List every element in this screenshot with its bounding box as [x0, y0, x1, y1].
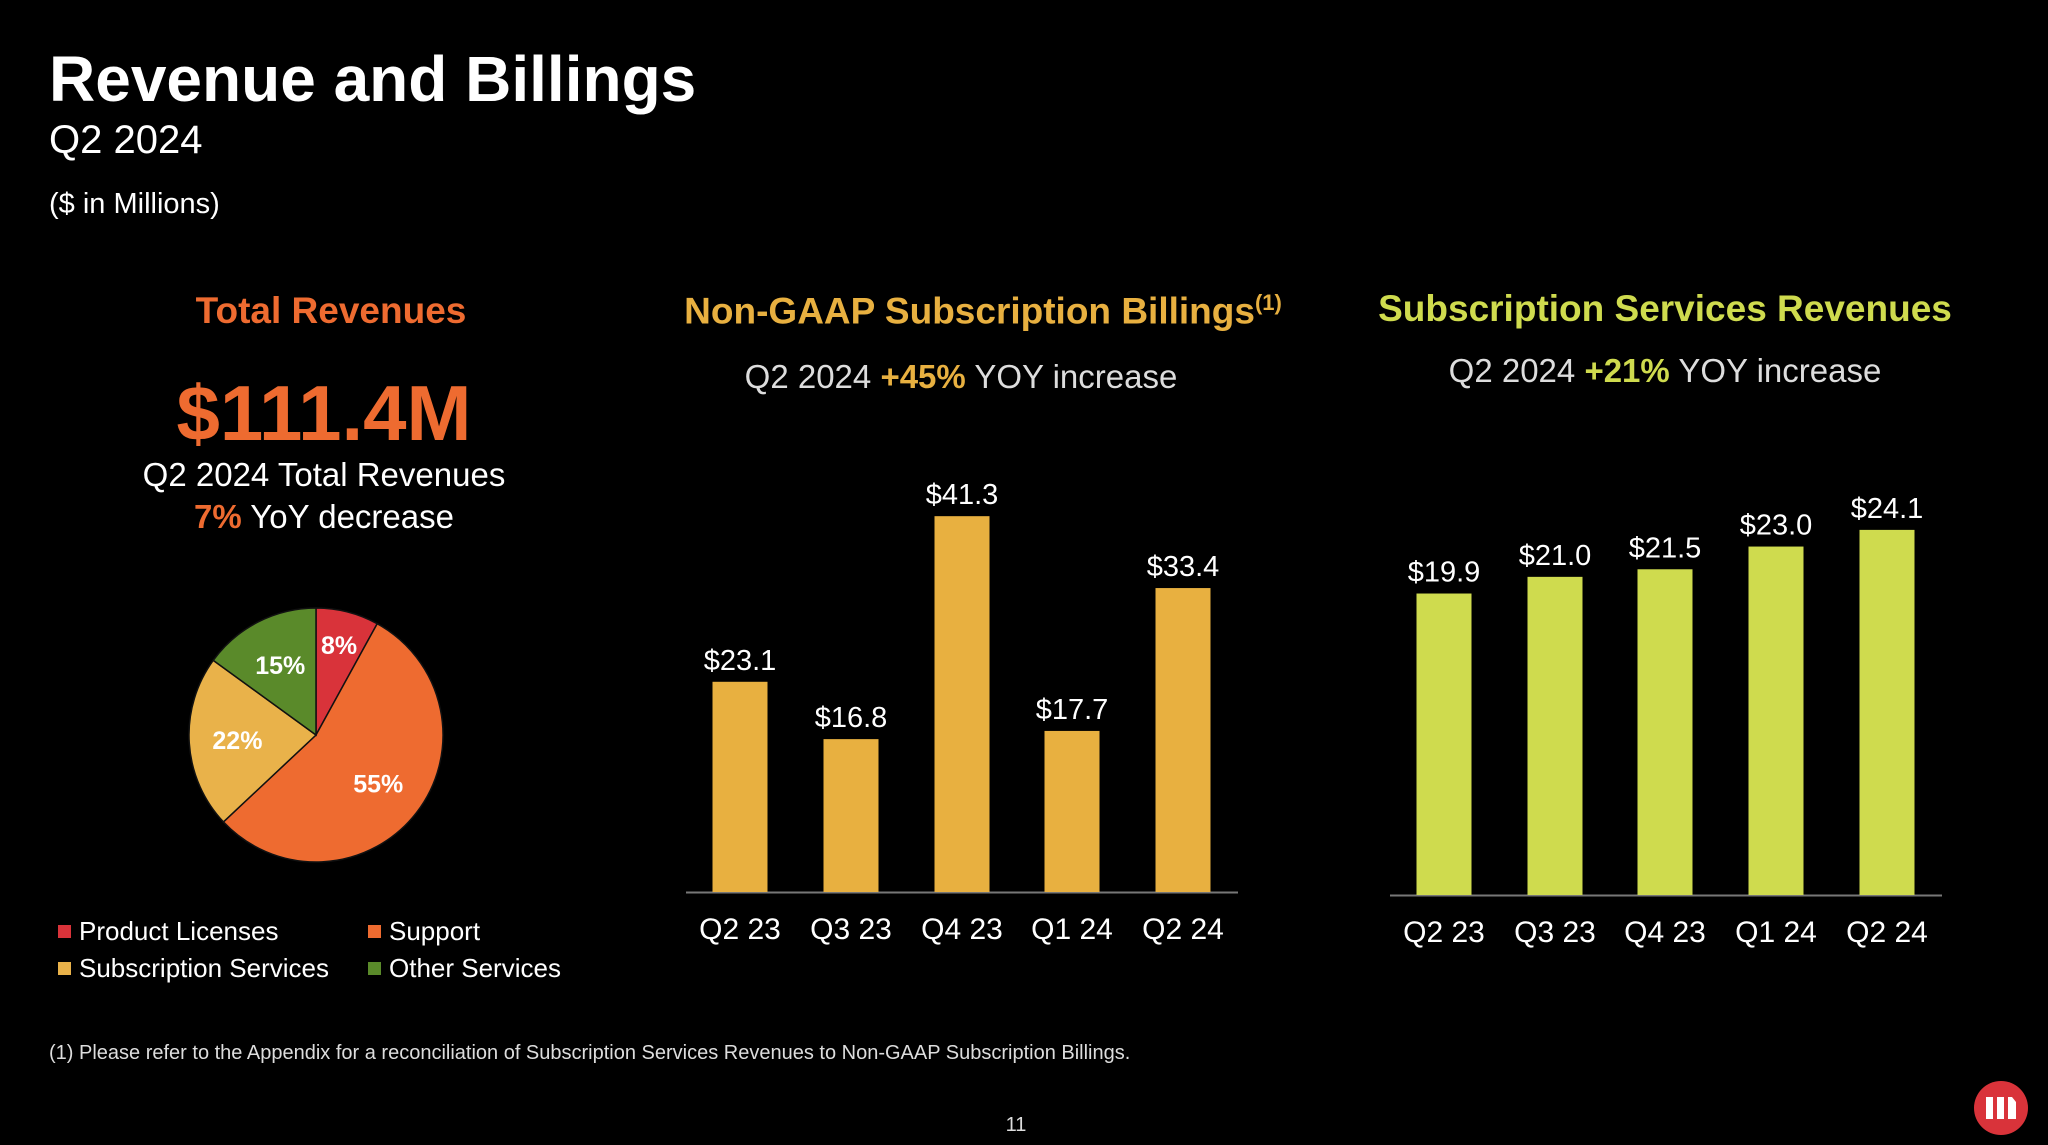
legend-item: Support: [368, 916, 608, 947]
pie-label: 55%: [353, 770, 403, 798]
legend-swatch: [58, 962, 71, 975]
pie-label: 22%: [212, 727, 262, 755]
pie-label: 8%: [321, 632, 357, 660]
sub-prefix: Q2 2024: [744, 358, 881, 395]
legend-label: Product Licenses: [79, 916, 279, 946]
company-logo-icon: [1974, 1081, 2028, 1135]
bar: [1527, 576, 1583, 895]
bar: [1637, 569, 1693, 895]
total-revenues-value: $111.4M: [176, 369, 472, 457]
units-note: ($ in Millions): [49, 188, 220, 220]
category-label: Q2 24: [1142, 913, 1224, 946]
billings-bar-chart: $23.1 Q2 23 $16.8 Q3 23 $41.3 Q4 23 $17.7 Q1 24…: [686, 479, 1238, 946]
pie-slice: [222, 622, 444, 863]
bar-value-label: $21.0: [1519, 540, 1592, 572]
legend-label: Support: [389, 916, 481, 946]
legend-swatch: [368, 962, 381, 975]
sub-rest: YOY increase: [1669, 352, 1882, 389]
category-label: Q3 23: [810, 913, 892, 946]
billings-title: Non-GAAP Subscription Billings(1): [684, 290, 1282, 332]
sub-prefix: Q2 2024: [1448, 352, 1585, 389]
pie-slice: [188, 659, 318, 823]
change-pct: 7%: [194, 498, 242, 535]
billings-subtitle: Q2 2024 +45% YOY increase: [745, 358, 1178, 396]
bar-value-label: $23.1: [704, 645, 777, 677]
pie-label: 15%: [255, 652, 305, 680]
legend-swatch: [368, 925, 381, 938]
legend-item: Other Services: [368, 953, 608, 984]
bar-value-label: $24.1: [1851, 493, 1924, 525]
pie-chart: 8% 55% 22% 15%: [188, 607, 444, 863]
bar: [712, 681, 768, 892]
page-number: 11: [1005, 1114, 1027, 1136]
page-subtitle: Q2 2024: [49, 118, 203, 162]
category-label: Q2 23: [1403, 916, 1485, 949]
bar: [823, 739, 879, 892]
subscription-bar-chart: $19.9 Q2 23 $21.0 Q3 23 $21.5 Q4 23 $23.0 Q1 24…: [1390, 493, 1942, 949]
subscription-title: Subscription Services Revenues: [1378, 288, 1952, 329]
bar-value-label: $21.5: [1629, 532, 1702, 564]
sub-pct: +21%: [1584, 352, 1670, 389]
category-label: Q2 24: [1846, 916, 1928, 949]
bar-value-label: $19.9: [1408, 557, 1481, 589]
sub-rest: YOY increase: [965, 358, 1178, 395]
bar: [1859, 529, 1915, 895]
legend-label: Subscription Services: [79, 953, 329, 983]
bar-value-label: $23.0: [1740, 510, 1813, 542]
bar-value-label: $17.7: [1036, 694, 1109, 726]
total-revenues-title: Total Revenues: [195, 290, 467, 331]
pie-slice: [212, 607, 317, 737]
legend-item: Product Licenses: [58, 916, 368, 947]
bar: [934, 516, 990, 892]
legend-label: Other Services: [389, 953, 561, 983]
pie-legend: Product Licenses Support Subscription Se…: [58, 916, 608, 984]
bar-value-label: $33.4: [1147, 551, 1220, 583]
category-label: Q3 23: [1514, 916, 1596, 949]
total-revenues-change: 7% YoY decrease: [194, 498, 454, 536]
bar: [1416, 593, 1472, 895]
total-revenues-caption: Q2 2024 Total Revenues: [142, 456, 506, 493]
legend-swatch: [58, 925, 71, 938]
category-label: Q4 23: [1624, 916, 1706, 949]
sub-pct: +45%: [880, 358, 966, 395]
footnote: (1) Please refer to the Appendix for a r…: [49, 1042, 1131, 1064]
bar-value-label: $41.3: [926, 479, 999, 511]
legend-item: Subscription Services: [58, 953, 368, 984]
category-label: Q1 24: [1031, 913, 1113, 946]
category-label: Q1 24: [1735, 916, 1817, 949]
bar: [1748, 546, 1804, 895]
footnote-ref: (1): [1254, 290, 1282, 315]
billings-title-text: Non-GAAP Subscription Billings: [684, 290, 1255, 332]
bar: [1044, 730, 1100, 892]
subscription-subtitle: Q2 2024 +21% YOY increase: [1449, 352, 1882, 390]
change-text: YoY decrease: [241, 498, 454, 535]
category-label: Q2 23: [699, 913, 781, 946]
bar: [1155, 588, 1211, 892]
category-label: Q4 23: [921, 913, 1003, 946]
page-title: Revenue and Billings: [49, 43, 697, 115]
bar-value-label: $16.8: [815, 702, 888, 734]
